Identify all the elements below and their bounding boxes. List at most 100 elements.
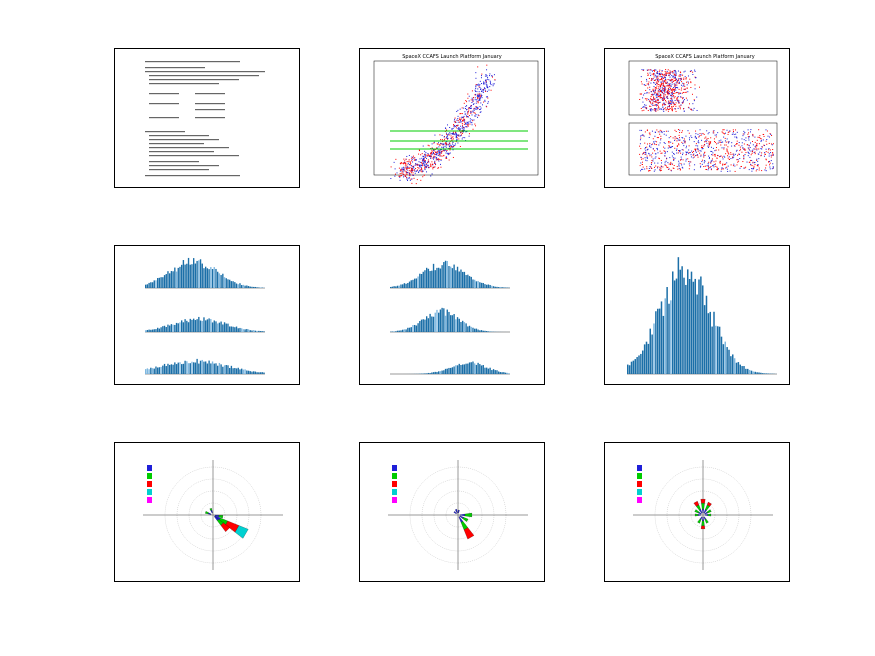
data-point [673, 152, 675, 154]
data-point [445, 137, 447, 139]
data-point [695, 77, 697, 79]
data-point [652, 158, 654, 160]
text-line [149, 93, 179, 95]
data-point [647, 148, 649, 150]
text-line [149, 79, 239, 81]
data-point [681, 92, 683, 94]
data-point [656, 141, 658, 143]
data-point [673, 87, 675, 89]
data-point [456, 139, 458, 141]
data-point [764, 153, 766, 155]
data-point [394, 175, 396, 177]
data-point [484, 83, 486, 85]
data-point [728, 141, 730, 143]
legend-swatch [637, 481, 642, 487]
data-point [650, 82, 652, 84]
data-point [399, 172, 401, 174]
data-point [641, 83, 643, 85]
data-point [441, 146, 443, 148]
data-point [753, 148, 755, 150]
data-point [639, 153, 641, 155]
data-point [654, 104, 656, 106]
data-point [672, 96, 674, 98]
thumbnail-hist-single[interactable] [604, 245, 790, 385]
data-point [645, 84, 647, 86]
data-point [698, 86, 700, 88]
data-point [725, 144, 727, 146]
data-point [688, 151, 690, 153]
data-point [657, 95, 659, 97]
data-point [683, 91, 685, 93]
data-point [669, 103, 671, 105]
data-point [422, 170, 424, 172]
data-point [656, 85, 658, 87]
data-point [710, 166, 712, 168]
histogram-bar [426, 373, 428, 374]
histogram-bar [160, 366, 162, 374]
data-point [714, 134, 716, 136]
data-point [461, 117, 463, 119]
data-point [669, 72, 671, 74]
thumbnail-hist-triple-b[interactable] [359, 245, 545, 385]
data-point [425, 163, 427, 165]
data-point [715, 160, 717, 162]
data-point [656, 92, 658, 94]
data-point [453, 144, 455, 146]
thumbnail-scatter-dual[interactable]: SpaceX CCAFS Launch Platform January [604, 48, 790, 188]
data-point [762, 139, 764, 141]
data-point [701, 139, 703, 141]
histogram-bar [651, 334, 653, 374]
thumbnail-windrose-a[interactable] [114, 442, 300, 582]
data-point [727, 146, 729, 148]
data-point [655, 89, 657, 91]
histogram-bar [711, 326, 713, 374]
thumbnail-scatter-launch[interactable]: SpaceX CCAFS Launch Platform January [359, 48, 545, 188]
data-point [682, 137, 684, 139]
data-point [443, 136, 445, 138]
thumbnail-summary-text[interactable] [114, 48, 300, 188]
histogram-bar [504, 372, 507, 374]
data-point [687, 106, 689, 108]
thumbnail-windrose-b[interactable] [359, 442, 545, 582]
data-point [454, 117, 456, 119]
data-point [768, 161, 770, 163]
data-point [695, 138, 697, 140]
data-point [720, 139, 722, 141]
legend-swatch [147, 465, 152, 471]
petal [694, 509, 700, 514]
data-point [483, 87, 485, 89]
data-point [660, 108, 662, 110]
data-point [667, 147, 669, 149]
data-point [662, 104, 664, 106]
data-point [683, 163, 685, 165]
data-point [658, 84, 660, 86]
data-point [676, 148, 678, 150]
data-point [457, 119, 459, 121]
histogram-bar [434, 371, 436, 374]
data-point [658, 80, 660, 82]
histogram-bar [167, 271, 169, 288]
data-point [676, 84, 678, 86]
histogram-bar [737, 362, 740, 374]
histogram-bar [649, 328, 651, 374]
data-point [441, 143, 443, 145]
petal [706, 509, 712, 514]
data-point [654, 79, 656, 81]
data-point [701, 148, 703, 150]
data-point [715, 163, 717, 165]
histogram-bar [494, 286, 496, 288]
data-point [409, 166, 411, 168]
text-line [195, 117, 225, 119]
data-point [424, 162, 426, 164]
thumbnail-windrose-c[interactable] [604, 442, 790, 582]
histogram-bar [455, 270, 457, 288]
data-point [639, 165, 641, 167]
data-point [655, 96, 657, 98]
data-point [703, 152, 705, 154]
data-point [412, 155, 414, 157]
thumbnail-hist-triple-a[interactable] [114, 245, 300, 385]
data-point [657, 104, 659, 106]
data-point [641, 163, 643, 165]
histogram-bar [434, 270, 436, 288]
data-point [672, 88, 674, 90]
